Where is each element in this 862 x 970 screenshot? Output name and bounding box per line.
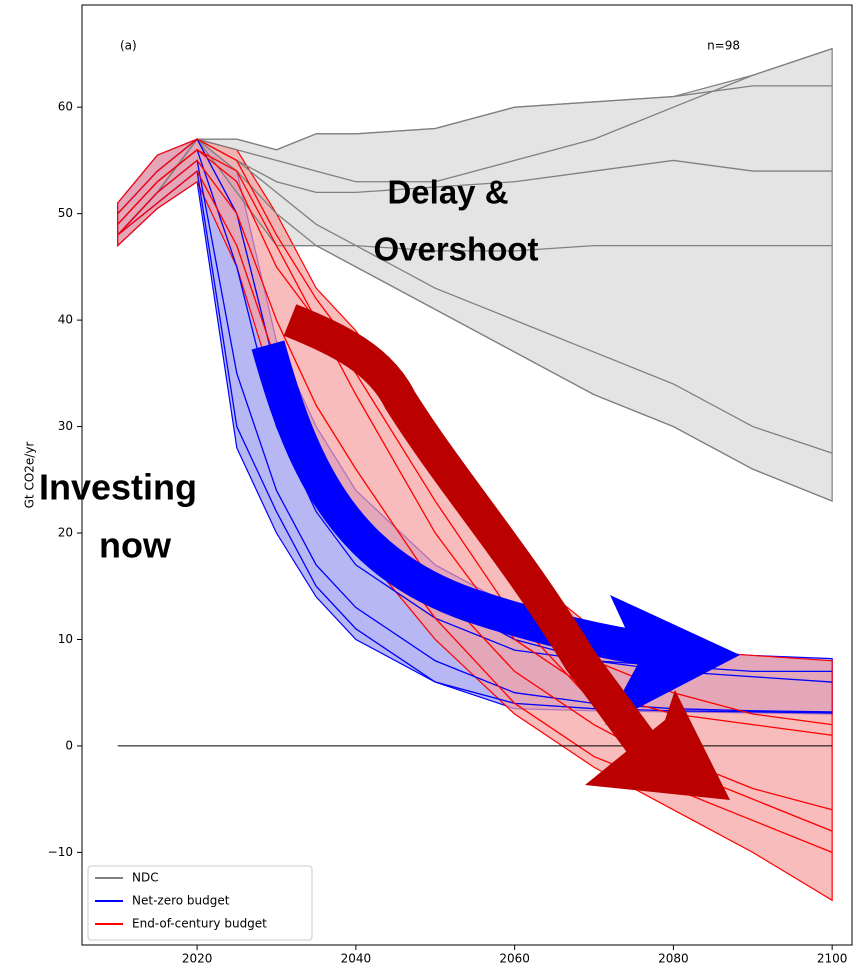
red-arrow-head — [585, 690, 730, 800]
legend: NDC Net-zero budget End-of-century budget — [87, 865, 313, 941]
annotation: Investing — [39, 467, 197, 508]
x-tick-label: 2080 — [658, 952, 689, 966]
red-arrow-body — [283, 304, 664, 766]
y-tick-label: 60 — [58, 100, 73, 114]
annotation: Delay & — [387, 174, 508, 211]
count-label: n=98 — [707, 39, 740, 53]
x-tick-label: 2100 — [817, 952, 848, 966]
y-tick-label: −10 — [48, 845, 73, 859]
blue-arrow-head — [605, 595, 740, 725]
blue-arrow-body — [251, 340, 702, 672]
y-tick-label: 10 — [58, 632, 73, 646]
plot-border — [81, 4, 853, 946]
y-tick-label: 20 — [58, 526, 73, 540]
legend-box — [87, 865, 313, 941]
y-tick-label: 30 — [58, 419, 73, 433]
arrows — [251, 304, 740, 800]
legend-label: End-of-century budget — [132, 917, 267, 931]
x-tick-label: 2040 — [341, 952, 372, 966]
x-tick-label: 2020 — [182, 952, 213, 966]
legend-label: Net-zero budget — [132, 894, 230, 908]
annotation: Overshoot — [373, 231, 538, 268]
x-tick-label: 2060 — [499, 952, 530, 966]
panel-label: (a) — [120, 39, 137, 53]
legend-label: NDC — [132, 871, 159, 885]
annotation: now — [99, 525, 172, 566]
y-axis-label: Gt CO2e/yr — [23, 442, 37, 509]
y-tick-label: 0 — [65, 738, 73, 752]
y-tick-label: 50 — [58, 206, 73, 220]
y-tick-label: 40 — [58, 313, 73, 327]
